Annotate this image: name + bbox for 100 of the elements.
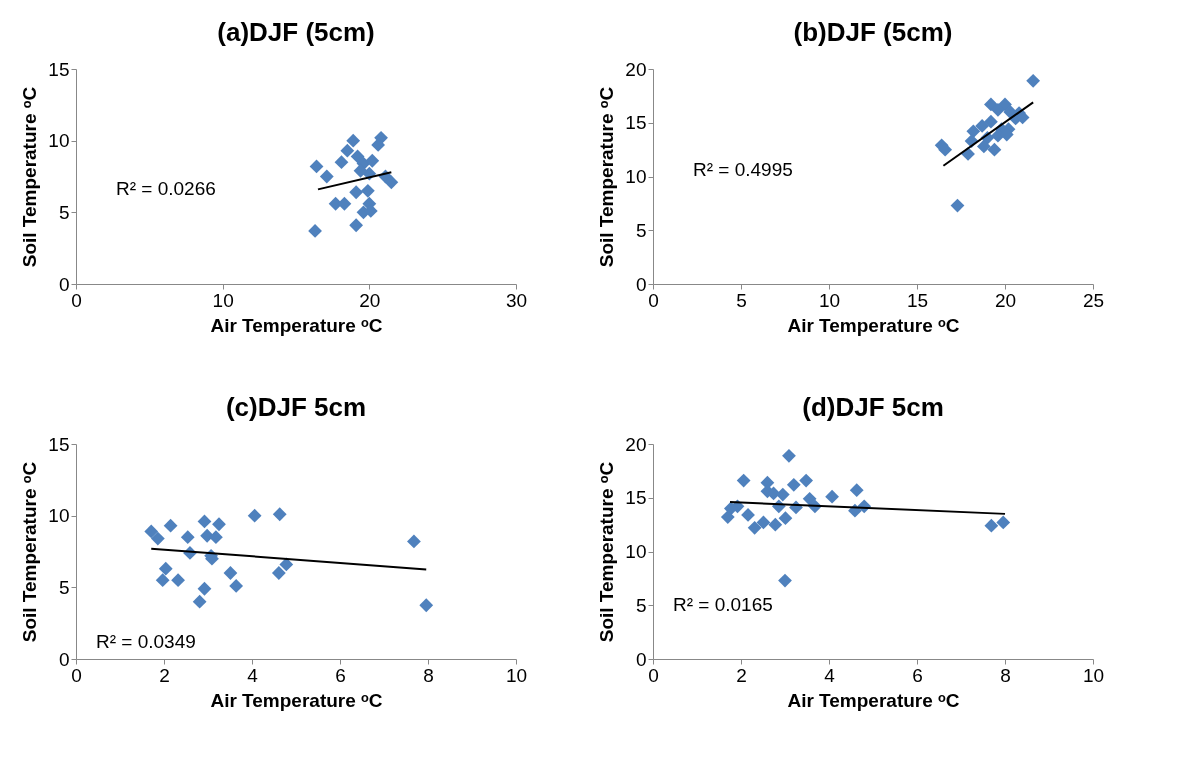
point bbox=[155, 573, 170, 588]
y-tick-label: 15 bbox=[48, 58, 70, 80]
x-tick-label: 4 bbox=[824, 664, 836, 686]
chart-title: (b)DJF (5cm) bbox=[793, 17, 953, 47]
point bbox=[350, 149, 365, 164]
point bbox=[996, 515, 1011, 530]
x-tick-label: 6 bbox=[335, 664, 346, 686]
y-tick-label: 10 bbox=[48, 505, 70, 527]
point bbox=[197, 581, 212, 596]
y-tick-label: 0 bbox=[635, 648, 647, 670]
x-tick-label: 6 bbox=[912, 664, 923, 686]
point bbox=[768, 517, 783, 532]
y-tick-label: 5 bbox=[635, 594, 647, 616]
y-tick-label: 10 bbox=[48, 130, 70, 152]
x-tick-label: 10 bbox=[1082, 664, 1105, 686]
point bbox=[271, 566, 286, 580]
point bbox=[360, 183, 375, 198]
x-tick-label: 2 bbox=[736, 664, 747, 686]
point bbox=[319, 169, 334, 184]
y-tick-label: 5 bbox=[635, 219, 647, 241]
point bbox=[419, 598, 434, 613]
point bbox=[180, 530, 195, 545]
point bbox=[786, 477, 801, 492]
point bbox=[365, 153, 380, 168]
point bbox=[991, 102, 1005, 117]
x-axis-title: Air Temperature ᵒC bbox=[210, 689, 383, 711]
annotation: R² = 0.0266 bbox=[116, 178, 216, 200]
x-tick-label: 5 bbox=[736, 289, 747, 311]
y-axis-title: Soil Temperature ᵒC bbox=[596, 86, 618, 268]
point bbox=[349, 218, 364, 233]
x-tick-label: 8 bbox=[423, 664, 434, 686]
x-tick-label: 8 bbox=[1000, 664, 1011, 686]
point bbox=[197, 514, 212, 529]
chart-title: (c)DJF 5cm bbox=[225, 392, 367, 422]
y-axis-title: Soil Temperature ᵒC bbox=[19, 86, 41, 268]
y-tick-label: 10 bbox=[625, 166, 647, 187]
annotation: R² = 0.4995 bbox=[693, 159, 793, 181]
point bbox=[163, 518, 178, 533]
point bbox=[799, 473, 814, 488]
point bbox=[371, 138, 386, 152]
point bbox=[782, 448, 796, 463]
x-tick-label: 10 bbox=[505, 664, 528, 686]
point bbox=[984, 114, 998, 129]
y-tick-label: 20 bbox=[625, 433, 647, 455]
point bbox=[158, 561, 173, 576]
point bbox=[747, 520, 762, 535]
point bbox=[775, 487, 790, 502]
point bbox=[849, 483, 864, 498]
y-tick-label: 20 bbox=[625, 58, 647, 80]
y-axis-title: Soil Temperature ᵒC bbox=[19, 461, 41, 643]
point bbox=[384, 175, 399, 190]
point bbox=[984, 97, 998, 112]
point bbox=[212, 517, 226, 532]
y-tick-label: 0 bbox=[635, 273, 647, 295]
annotation: R² = 0.0165 bbox=[673, 594, 773, 616]
point bbox=[349, 185, 364, 200]
x-tick-label: 30 bbox=[505, 289, 528, 311]
y-tick-label: 15 bbox=[48, 433, 70, 455]
point bbox=[987, 142, 1002, 157]
x-tick-label: 20 bbox=[359, 289, 381, 311]
point bbox=[340, 143, 355, 158]
annotation: R² = 0.0349 bbox=[96, 630, 196, 652]
x-tick-label: 15 bbox=[906, 289, 929, 311]
y-tick-label: 0 bbox=[58, 273, 70, 295]
point bbox=[247, 508, 262, 523]
point bbox=[778, 511, 793, 526]
chart-title: (d)DJF 5cm bbox=[802, 392, 944, 422]
x-tick-label: 4 bbox=[247, 664, 259, 686]
point bbox=[976, 139, 991, 154]
point bbox=[723, 501, 738, 516]
x-axis-title: Air Temperature ᵒC bbox=[787, 689, 960, 711]
x-tick-label: 10 bbox=[212, 289, 234, 311]
point bbox=[144, 524, 159, 539]
point bbox=[720, 510, 735, 524]
point bbox=[229, 579, 244, 593]
point bbox=[984, 518, 999, 533]
y-tick-label: 15 bbox=[625, 487, 647, 509]
y-tick-label: 10 bbox=[625, 541, 647, 562]
x-tick-label: 25 bbox=[1082, 289, 1105, 311]
point bbox=[171, 573, 185, 588]
point bbox=[975, 119, 990, 133]
y-axis-title: Soil Temperature ᵒC bbox=[596, 461, 618, 643]
y-tick-label: 0 bbox=[58, 648, 70, 670]
point bbox=[1026, 73, 1041, 88]
point bbox=[825, 489, 839, 504]
point bbox=[778, 573, 792, 588]
point bbox=[346, 133, 361, 148]
point bbox=[223, 566, 238, 580]
point bbox=[272, 507, 287, 522]
point bbox=[308, 224, 322, 238]
point bbox=[353, 163, 368, 178]
chart-title: (a)DJF (5cm) bbox=[217, 17, 375, 47]
point bbox=[736, 473, 751, 488]
point bbox=[150, 531, 165, 546]
x-axis-title: Air Temperature ᵒC bbox=[787, 314, 960, 336]
x-tick-label: 20 bbox=[994, 289, 1017, 311]
point bbox=[334, 155, 349, 170]
y-tick-label: 5 bbox=[58, 201, 70, 223]
y-tick-label: 5 bbox=[58, 576, 70, 598]
x-tick-label: 10 bbox=[818, 289, 841, 311]
